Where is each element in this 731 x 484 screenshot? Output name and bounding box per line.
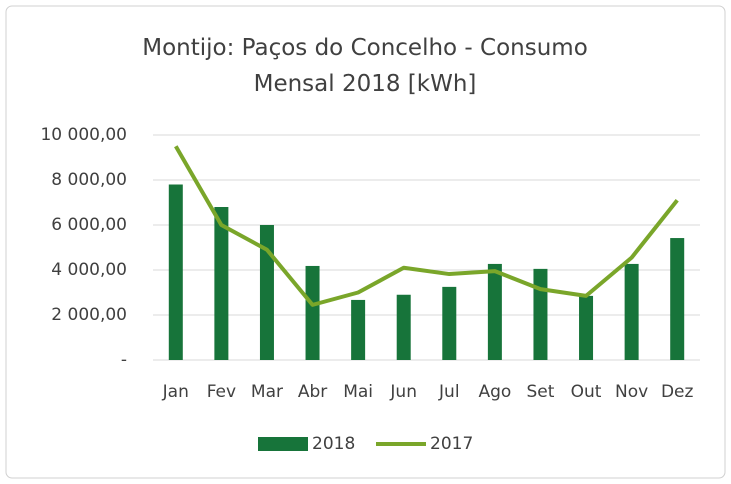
bar	[442, 286, 457, 360]
y-tick-label: 2 000,00	[51, 305, 127, 325]
legend-label: 2017	[430, 434, 473, 454]
x-tick-label: Nov	[615, 382, 648, 402]
bar	[168, 184, 183, 360]
chart-title: Montijo: Paços do Concelho - Consumo Men…	[142, 35, 588, 97]
x-tick-label: Fev	[207, 382, 236, 402]
y-tick-label: 6 000,00	[51, 215, 127, 235]
x-tick-label: Mai	[343, 382, 373, 402]
x-tick-label: Abr	[298, 382, 327, 402]
legend-swatch	[258, 437, 308, 451]
chart-border	[5, 5, 726, 479]
bar	[487, 263, 502, 360]
line	[174, 145, 679, 307]
y-tick-label: -	[121, 350, 127, 370]
legend-label: 2018	[312, 434, 355, 454]
bar	[351, 299, 366, 360]
x-tick-label: Ago	[478, 382, 511, 402]
bar	[305, 265, 320, 360]
bar	[259, 225, 274, 360]
bar	[579, 295, 594, 360]
x-tick-label: Dez	[661, 382, 694, 402]
x-tick-label: Jul	[438, 382, 460, 402]
bar	[214, 207, 229, 360]
x-tick-label: Out	[571, 382, 602, 402]
bar	[533, 268, 548, 360]
x-tick-label: Mar	[251, 382, 283, 402]
bar	[624, 263, 639, 360]
x-tick-label: Jun	[389, 382, 417, 402]
bar	[670, 238, 685, 360]
y-tick-label: 10 000,00	[40, 125, 127, 145]
y-tick-label: 4 000,00	[51, 260, 127, 280]
x-tick-label: Set	[526, 382, 554, 402]
x-tick-label: Jan	[162, 382, 189, 402]
y-tick-label: 8 000,00	[51, 170, 127, 190]
bar	[396, 294, 411, 360]
